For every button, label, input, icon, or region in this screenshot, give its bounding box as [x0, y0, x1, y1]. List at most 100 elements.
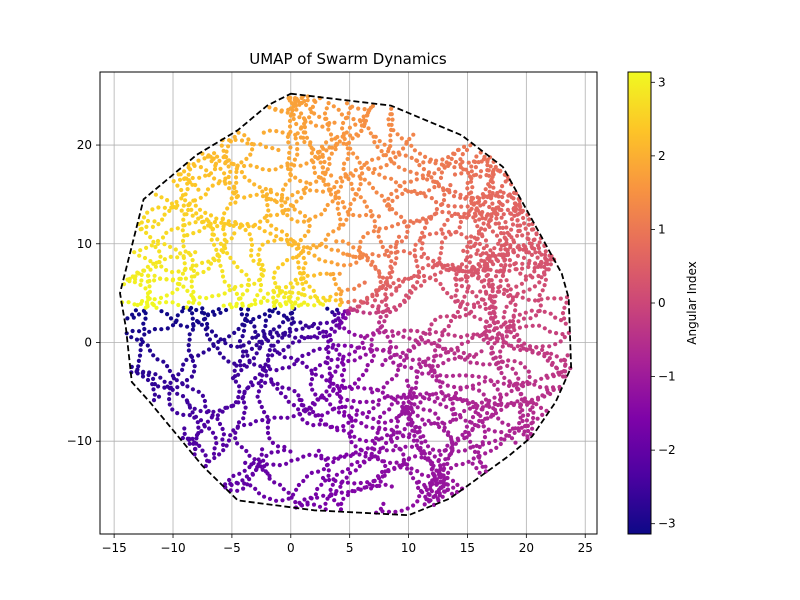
scatter-point — [183, 249, 188, 254]
scatter-point — [267, 167, 272, 173]
scatter-point — [361, 310, 366, 315]
scatter-point — [501, 270, 506, 275]
scatter-point — [287, 326, 292, 332]
scatter-point — [229, 404, 234, 409]
scatter-point — [448, 232, 453, 237]
scatter-point — [465, 186, 470, 191]
scatter-point — [365, 231, 370, 236]
scatter-point — [411, 503, 416, 508]
scatter-point — [311, 147, 316, 152]
scatter-point — [539, 260, 544, 265]
scatter-point — [442, 192, 447, 197]
scatter-point — [133, 308, 138, 313]
scatter-point — [290, 285, 295, 290]
scatter-point — [228, 201, 233, 206]
scatter-point — [468, 360, 473, 365]
scatter-point — [427, 327, 432, 332]
scatter-point — [377, 172, 382, 177]
scatter-point — [338, 175, 343, 180]
scatter-point — [250, 471, 255, 476]
scatter-point — [333, 318, 338, 323]
scatter-point — [315, 495, 320, 500]
scatter-point — [240, 303, 245, 308]
scatter-point — [327, 156, 332, 161]
scatter-point — [158, 276, 163, 281]
scatter-point — [351, 117, 356, 122]
scatter-point — [458, 304, 463, 309]
scatter-point — [141, 268, 146, 273]
scatter-point — [294, 246, 299, 251]
scatter-point — [466, 160, 471, 165]
scatter-point — [294, 199, 299, 204]
scatter-point — [453, 441, 458, 446]
scatter-point — [280, 385, 285, 390]
scatter-point — [236, 420, 242, 425]
scatter-point — [439, 162, 444, 167]
scatter-point — [487, 204, 492, 210]
scatter-point — [523, 274, 529, 279]
scatter-point — [158, 375, 163, 380]
scatter-point — [245, 141, 250, 146]
scatter-point — [276, 293, 281, 298]
scatter-point — [495, 320, 500, 325]
scatter-point — [275, 350, 280, 355]
scatter-point — [287, 98, 292, 103]
scatter-point — [423, 359, 428, 364]
scatter-point — [241, 486, 246, 491]
scatter-point — [368, 347, 373, 352]
scatter-point — [499, 253, 504, 258]
scatter-point — [513, 382, 518, 387]
scatter-point — [444, 314, 449, 319]
scatter-point — [300, 353, 305, 358]
scatter-point — [440, 202, 445, 207]
scatter-point — [339, 373, 345, 378]
scatter-point — [417, 270, 422, 275]
scatter-point — [199, 429, 204, 434]
scatter-point — [370, 425, 375, 430]
scatter-point — [417, 163, 422, 168]
scatter-point — [276, 265, 281, 270]
scatter-point — [327, 477, 332, 483]
scatter-point — [384, 440, 389, 446]
scatter-point — [233, 200, 238, 205]
scatter-point — [231, 473, 236, 478]
scatter-point — [366, 126, 371, 131]
scatter-point — [285, 163, 290, 168]
scatter-point — [236, 130, 241, 135]
scatter-point — [195, 271, 200, 276]
scatter-point — [485, 163, 490, 168]
scatter-point — [524, 418, 530, 423]
scatter-point — [421, 160, 426, 165]
scatter-point — [348, 306, 353, 311]
scatter-point — [491, 356, 496, 361]
scatter-point — [376, 476, 382, 481]
scatter-point — [443, 457, 448, 462]
scatter-point — [371, 406, 376, 411]
scatter-point — [427, 331, 432, 336]
scatter-point — [254, 351, 259, 356]
scatter-point — [346, 241, 351, 246]
scatter-point — [369, 343, 374, 348]
scatter-point — [342, 367, 347, 373]
scatter-point — [147, 329, 152, 334]
scatter-point — [421, 167, 426, 172]
scatter-point — [162, 212, 167, 217]
scatter-point — [434, 490, 439, 495]
scatter-point — [345, 156, 350, 162]
scatter-point — [151, 398, 157, 403]
scatter-point — [152, 327, 157, 332]
scatter-point — [378, 414, 383, 420]
scatter-point — [262, 331, 267, 337]
scatter-point — [295, 147, 300, 152]
scatter-point — [244, 448, 249, 454]
scatter-point — [313, 366, 318, 372]
scatter-point — [524, 347, 529, 352]
scatter-point — [404, 224, 409, 229]
scatter-point — [378, 239, 383, 244]
scatter-point — [278, 237, 283, 242]
scatter-point — [234, 304, 239, 309]
scatter-point — [419, 455, 424, 460]
scatter-point — [261, 295, 266, 300]
scatter-point — [528, 407, 533, 412]
scatter-point — [481, 202, 486, 207]
